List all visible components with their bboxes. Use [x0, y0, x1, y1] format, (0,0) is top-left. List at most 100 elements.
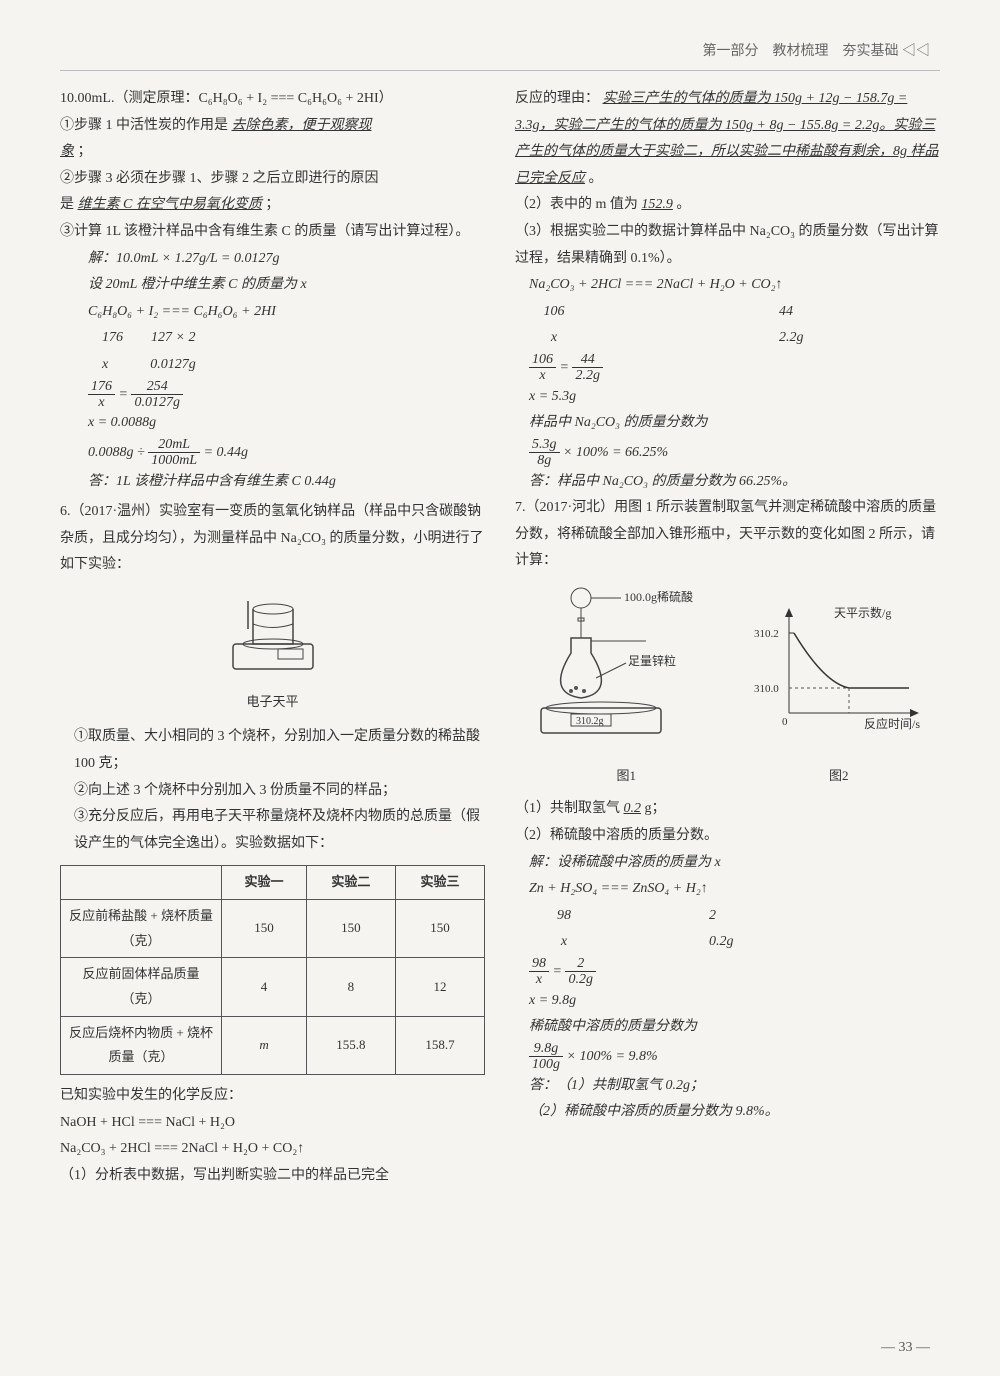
svg-text:反应时间/s: 反应时间/s: [864, 716, 920, 731]
calc-line: 176x = 2540.0127g: [88, 379, 485, 411]
svg-text:足量锌粒: 足量锌粒: [628, 653, 676, 668]
calc-line: 解：设稀硫酸中溶质的质量为 x: [529, 850, 940, 877]
q6-step2: ②向上述 3 个烧杯中分别加入 3 份质量不同的样品；: [60, 778, 485, 805]
q5-step2-cont: 是 维生素 C 在空气中易氧化变质 ；: [60, 192, 485, 219]
q6-sub3: （3）根据实验二中的数据计算样品中 Na₂CO₃ 的质量分数（写出计算过程，结果…: [515, 219, 940, 272]
text: （2）表中的 m 值为: [515, 197, 638, 212]
calc-line: Zn + H₂SO₄ === ZnSO₄ + H₂↑: [529, 876, 940, 903]
svg-text:310.2: 310.2: [754, 628, 779, 640]
table-cell: 12: [395, 958, 484, 1016]
q5-step2: ②步骤 3 必须在步骤 1、步骤 2 之后立即进行的原因: [60, 166, 485, 193]
svg-text:天平示数/g: 天平示数/g: [834, 605, 891, 620]
table-cell: 158.7: [395, 1016, 484, 1074]
table-col-header: 实验三: [395, 866, 484, 900]
table-row: 反应后烧杯内物质 + 烧杯质量（克） m 155.8 158.7: [61, 1016, 485, 1074]
q7-figures: 310.2g 100.0g稀硫酸 足量锌粒 图1: [515, 583, 940, 788]
q6-known: 已知实验中发生的化学反应：: [60, 1083, 485, 1110]
q5-calculation: 解：10.0mL × 1.27g/L = 0.0127g 设 20mL 橙汁中维…: [60, 246, 485, 496]
calc-line: x = 9.8g: [529, 988, 940, 1015]
page-number: — 33 —: [881, 1340, 930, 1356]
q6-sub2: （2）表中的 m 值为 152.9 。: [515, 192, 940, 219]
text: 反应的理由：: [515, 91, 599, 106]
table-row: 反应前稀盐酸 + 烧杯质量（克） 150 150 150: [61, 900, 485, 958]
svg-text:100.0g稀硫酸: 100.0g稀硫酸: [624, 589, 693, 604]
text: ①步骤 1 中活性炭的作用是: [60, 118, 228, 133]
answer-pigment-cont: 象: [60, 144, 74, 159]
q6-sub1: （1）分析表中数据，写出判断实验二中的样品已完全: [60, 1163, 485, 1190]
calc-line: 106x = 442.2g: [529, 352, 940, 384]
text: ；: [265, 197, 279, 212]
calc-line: x = 0.0088g: [88, 410, 485, 437]
table-row: 实验一 实验二 实验三: [61, 866, 485, 900]
svg-text:0: 0: [782, 716, 788, 728]
calc-line: 98 2: [529, 903, 940, 930]
calc-line: 解：10.0mL × 1.27g/L = 0.0127g: [88, 246, 485, 273]
table-cell: 反应后烧杯内物质 + 烧杯质量（克）: [61, 1016, 222, 1074]
q5-step3: ③计算 1L 该橙汁样品中含有维生素 C 的质量（请写出计算过程）。: [60, 219, 485, 246]
q6-step1: ①取质量、大小相同的 3 个烧杯，分别加入一定质量分数的稀盐酸 100 克；: [60, 724, 485, 777]
calc-line: 样品中 Na₂CO₃ 的质量分数为: [529, 410, 940, 437]
q7-sub2: （2）稀硫酸中溶质的质量分数。: [515, 823, 940, 850]
q7-calculation: 解：设稀硫酸中溶质的质量为 x Zn + H₂SO₄ === ZnSO₄ + H…: [515, 850, 940, 1126]
answer-pigment: 去除色素，便于观察现: [232, 118, 372, 133]
q5-step1: ①步骤 1 中活性炭的作用是 去除色素，便于观察现: [60, 113, 485, 140]
q6-sub1-cont: 反应的理由： 实验三产生的气体的质量为 150g + 12g − 158.7g …: [515, 86, 940, 192]
table-cell: 4: [222, 958, 307, 1016]
calc-line: 0.0088g ÷ 20mL1000mL = 0.44g: [88, 437, 485, 469]
calc-line: 106 44: [529, 299, 940, 326]
calc-answer: 答：样品中 Na₂CO₃ 的质量分数为 66.25%。: [529, 469, 940, 496]
text: 。: [676, 197, 690, 212]
text: 。: [589, 171, 603, 186]
calc-line: x = 5.3g: [529, 384, 940, 411]
table-cell: m: [222, 1016, 307, 1074]
calc-line: x 2.2g: [529, 325, 940, 352]
calc-answer: （2）稀硫酸中溶质的质量分数为 9.8%。: [529, 1099, 940, 1126]
q6-eq2: Na₂CO₃ + 2HCl === 2NaCl + H₂O + CO₂↑: [60, 1136, 485, 1163]
balance-reading: 310.2g: [576, 716, 604, 727]
balance-caption: 电子天平: [60, 690, 485, 715]
table-cell: 150: [395, 900, 484, 958]
table-col-header: [61, 866, 222, 900]
two-column-layout: 10.00mL.（测定原理：C₆H₈O₆ + I₂ === C₆H₆O₆ + 2…: [60, 86, 940, 1190]
q6-eq1: NaOH + HCl === NaCl + H₂O: [60, 1110, 485, 1137]
table-col-header: 实验二: [306, 866, 395, 900]
page-header: 第一部分 教材梳理 夯实基础 ◁◁: [60, 40, 940, 60]
right-column: 反应的理由： 实验三产生的气体的质量为 150g + 12g − 158.7g …: [515, 86, 940, 1190]
svg-text:310.0: 310.0: [754, 683, 779, 695]
q7-stem: 7.（2017·河北）用图 1 所示装置制取氢气并测定稀硫酸中溶质的质量分数，将…: [515, 495, 940, 575]
calc-line: 176 127 × 2: [88, 325, 485, 352]
text: g；: [645, 801, 666, 816]
calc-line: x 0.0127g: [88, 352, 485, 379]
header-rule: [60, 70, 940, 71]
calc-line: 5.3g8g × 100% = 66.25%: [529, 437, 940, 469]
table-cell: 反应前稀盐酸 + 烧杯质量（克）: [61, 900, 222, 958]
answer-h2-mass: 0.2: [624, 801, 642, 816]
q7-sub1: （1）共制取氢气 0.2 g；: [515, 796, 940, 823]
calc-line: C₆H₈O₆ + I₂ === C₆H₆O₆ + 2HI: [88, 299, 485, 326]
apparatus-icon: 310.2g 100.0g稀硫酸 足量锌粒: [526, 583, 726, 753]
electronic-balance-icon: [218, 589, 328, 679]
q6-calculation: Na₂CO₃ + 2HCl === 2NaCl + H₂O + CO₂↑ 106…: [515, 272, 940, 495]
q5-step1-cont: 象 ；: [60, 139, 485, 166]
calc-line: 设 20mL 橙汁中维生素 C 的质量为 x: [88, 272, 485, 299]
calc-line: x 0.2g: [529, 929, 940, 956]
fig2-caption: 图2: [749, 764, 929, 789]
text: ；: [78, 144, 92, 159]
calc-line: Na₂CO₃ + 2HCl === 2NaCl + H₂O + CO₂↑: [529, 272, 940, 299]
q5-principle: 10.00mL.（测定原理：C₆H₈O₆ + I₂ === C₆H₆O₆ + 2…: [60, 86, 485, 113]
balance-figure: 电子天平: [60, 589, 485, 714]
left-column: 10.00mL.（测定原理：C₆H₈O₆ + I₂ === C₆H₆O₆ + 2…: [60, 86, 485, 1190]
text: （1）共制取氢气: [515, 801, 620, 816]
table-col-header: 实验一: [222, 866, 307, 900]
table-cell: 反应前固体样品质量（克）: [61, 958, 222, 1016]
calc-line: 9.8g100g × 100% = 9.8%: [529, 1041, 940, 1073]
answer-m-value: 152.9: [641, 197, 673, 212]
q6-step3: ③充分反应后，再用电子天平称量烧杯及烧杯内物质的总质量（假设产生的气体完全逸出）…: [60, 804, 485, 857]
text: 是: [60, 197, 74, 212]
experiment-table: 实验一 实验二 实验三 反应前稀盐酸 + 烧杯质量（克） 150 150 150…: [60, 865, 485, 1075]
q6-stem: 6.（2017·温州）实验室有一变质的氢氧化钠样品（样品中只含碳酸钠杂质，且成分…: [60, 499, 485, 579]
calc-answer: 答：1L 该橙汁样品中含有维生素 C 0.44g: [88, 469, 485, 496]
calc-line: 稀硫酸中溶质的质量分数为: [529, 1014, 940, 1041]
table-cell: 8: [306, 958, 395, 1016]
figure-2: 310.2 310.0 天平示数/g 反应时间/s 0 图2: [749, 603, 929, 788]
